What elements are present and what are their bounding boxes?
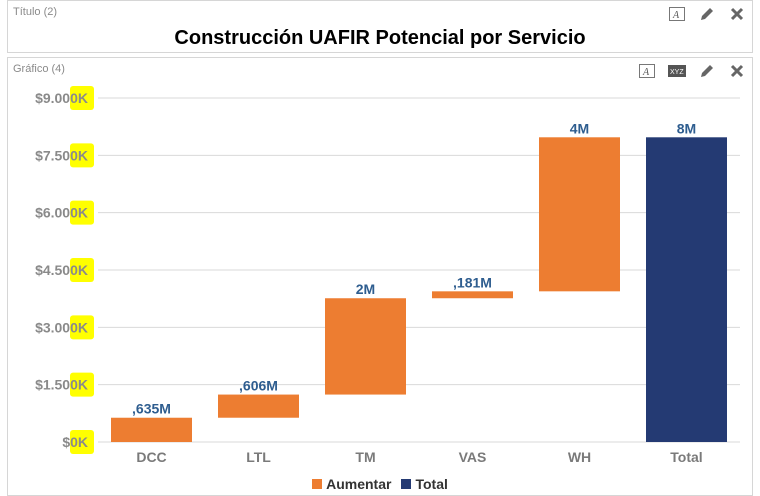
data-label: ,635M — [132, 401, 171, 417]
bar-total — [646, 137, 727, 442]
bar-vas — [432, 291, 513, 299]
svg-text:A: A — [642, 67, 650, 78]
tick-highlight-mark — [70, 258, 94, 282]
data-label: 8M — [677, 120, 696, 136]
tick-highlight-mark — [70, 86, 94, 110]
tick-highlight-mark — [70, 372, 94, 397]
y-tick-label: $6.000K — [35, 205, 88, 221]
x-tick-label: DCC — [136, 449, 166, 465]
bar-tm — [325, 298, 406, 395]
close-icon[interactable] — [728, 62, 746, 80]
chart-panel-label: Gráfico (4) — [13, 63, 65, 75]
legend-swatch-aumentar — [312, 479, 323, 489]
tick-highlight-mark — [70, 315, 94, 340]
x-tick-label: WH — [568, 449, 591, 465]
x-tick-label: TM — [355, 449, 375, 465]
legend-label-aumentar: Aumentar — [326, 476, 392, 492]
title-panel-label: Título (2) — [13, 6, 58, 18]
data-label: ,181M — [453, 274, 492, 290]
bar-dcc — [111, 417, 192, 442]
page-title: Construcción UAFIR Potencial por Servici… — [174, 27, 586, 49]
data-label: 4M — [570, 120, 589, 136]
tick-highlight-mark — [70, 200, 94, 225]
text-format-icon[interactable]: A — [668, 5, 686, 23]
close-icon[interactable] — [728, 5, 746, 23]
bar-wh — [539, 137, 620, 292]
text-format-icon[interactable]: A — [638, 62, 656, 80]
title-panel-toolbar: A — [668, 5, 746, 23]
edit-pencil-icon[interactable] — [698, 62, 716, 80]
title-panel: Título (2) A Construcción UAFIR Potencia… — [7, 0, 753, 53]
data-label: ,606M — [239, 378, 278, 394]
tick-highlight-mark — [70, 143, 94, 168]
chart-panel-toolbar: A XYZ — [638, 62, 746, 80]
y-tick-label: $0K — [62, 434, 88, 450]
legend-item-total[interactable]: Total — [401, 476, 448, 492]
chart-panel: Gráfico (4) A XYZ $0K $1.500K $3.000K $4.50… — [7, 57, 753, 496]
x-tick-label: Total — [670, 449, 702, 465]
legend-swatch-total — [401, 479, 412, 489]
x-tick-label: LTL — [246, 449, 271, 465]
y-tick-label: $7.500K — [35, 147, 88, 163]
xyz-icon-text: XYZ — [670, 69, 684, 76]
edit-pencil-icon[interactable] — [698, 5, 716, 23]
chart-legend: Aumentar Total — [8, 476, 752, 492]
y-tick-label: $4.500K — [35, 262, 88, 278]
data-label: 2M — [356, 281, 375, 297]
x-tick-label: VAS — [459, 449, 487, 465]
legend-item-aumentar[interactable]: Aumentar — [312, 476, 391, 492]
tick-highlight-mark — [70, 430, 94, 454]
data-labels-icon[interactable]: XYZ — [668, 62, 686, 80]
y-tick-label: $9.000K — [35, 90, 88, 106]
waterfall-chart: $0K $1.500K $3.000K $4.500K $6.000K $7.500K $9… — [35, 86, 740, 465]
legend-label-total: Total — [415, 476, 448, 492]
bar-ltl — [218, 394, 299, 418]
y-tick-label: $3.000K — [35, 319, 88, 335]
svg-text:A: A — [672, 10, 680, 21]
y-tick-label: $1.500K — [35, 377, 88, 393]
